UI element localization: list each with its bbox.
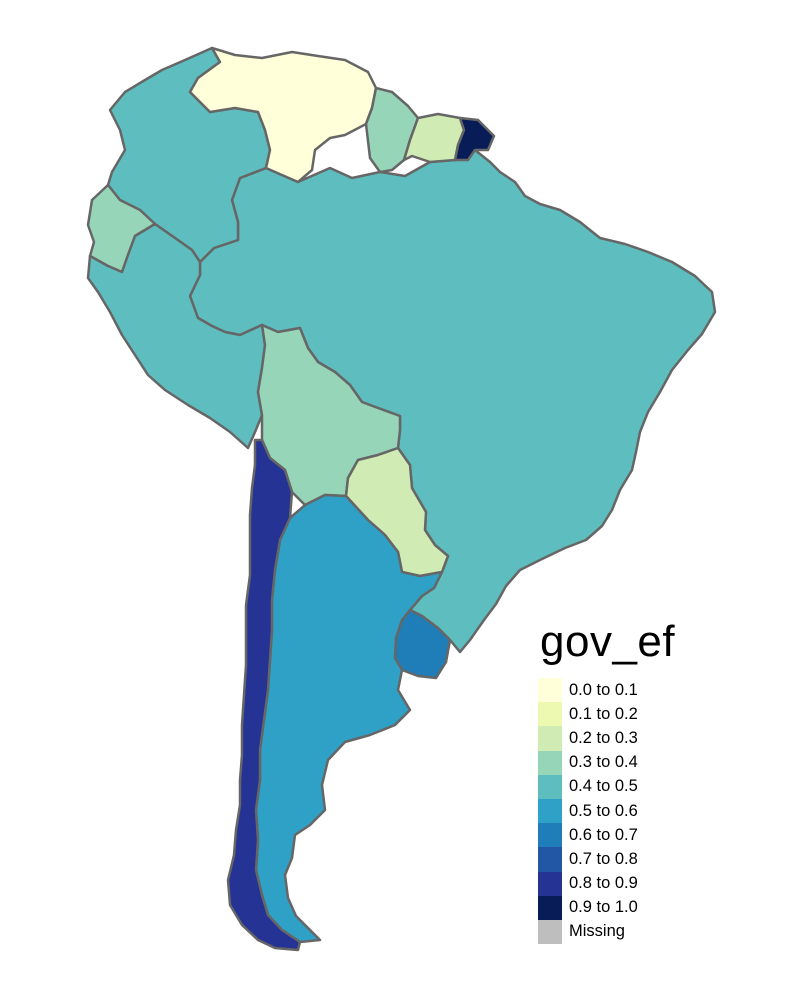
legend-title: gov_ef: [540, 617, 676, 666]
legend-item: 0.1 to 0.2: [538, 702, 738, 727]
legend-swatch: [538, 774, 562, 799]
region-guyana: [364, 86, 420, 174]
legend-swatch: [538, 702, 562, 727]
legend-label: 0.6 to 0.7: [569, 825, 638, 844]
legend-swatch: [538, 847, 562, 872]
legend-swatch: [538, 823, 562, 848]
legend-label: Missing: [569, 922, 625, 941]
legend-label: 0.2 to 0.3: [569, 728, 638, 747]
legend-list: 0.0 to 0.1 0.1 to 0.2 0.2 to 0.3 0.3 to …: [538, 678, 738, 945]
legend-item: Missing: [538, 919, 738, 945]
legend-item: 0.6 to 0.7: [538, 823, 738, 848]
legend-label: 0.0 to 0.1: [569, 680, 638, 699]
legend-item: 0.4 to 0.5: [538, 774, 738, 799]
legend-item: 0.5 to 0.6: [538, 798, 738, 824]
legend-label: 0.9 to 1.0: [569, 898, 638, 917]
legend-item: 0.3 to 0.4: [538, 750, 738, 775]
region-peru: [86, 222, 267, 450]
legend-item: 0.7 to 0.8: [538, 847, 738, 872]
legend-swatch: [538, 871, 562, 896]
legend-swatch: [538, 919, 562, 945]
legend-label: 0.1 to 0.2: [569, 704, 638, 723]
region-french-guiana: [453, 116, 496, 162]
legend-label: 0.4 to 0.5: [569, 777, 638, 796]
map-legend: gov_ef 0.0 to 0.1 0.1 to 0.2 0.2 to 0.3 …: [538, 617, 738, 945]
legend-label: 0.7 to 0.8: [569, 849, 638, 868]
legend-swatch: [538, 895, 562, 920]
legend-swatch: [538, 750, 562, 775]
region-venezuela: [188, 46, 378, 184]
legend-item: 0.2 to 0.3: [538, 726, 738, 751]
legend-item: 0.0 to 0.1: [538, 678, 738, 703]
legend-item: 0.8 to 0.9: [538, 871, 738, 896]
legend-item: 0.9 to 1.0: [538, 895, 738, 920]
legend-swatch: [538, 678, 562, 703]
legend-swatch: [538, 726, 562, 751]
legend-label: 0.5 to 0.6: [569, 801, 638, 820]
legend-label: 0.8 to 0.9: [569, 874, 638, 893]
region-chile: [226, 438, 302, 952]
legend-swatch: [538, 798, 562, 824]
legend-label: 0.3 to 0.4: [569, 753, 638, 772]
